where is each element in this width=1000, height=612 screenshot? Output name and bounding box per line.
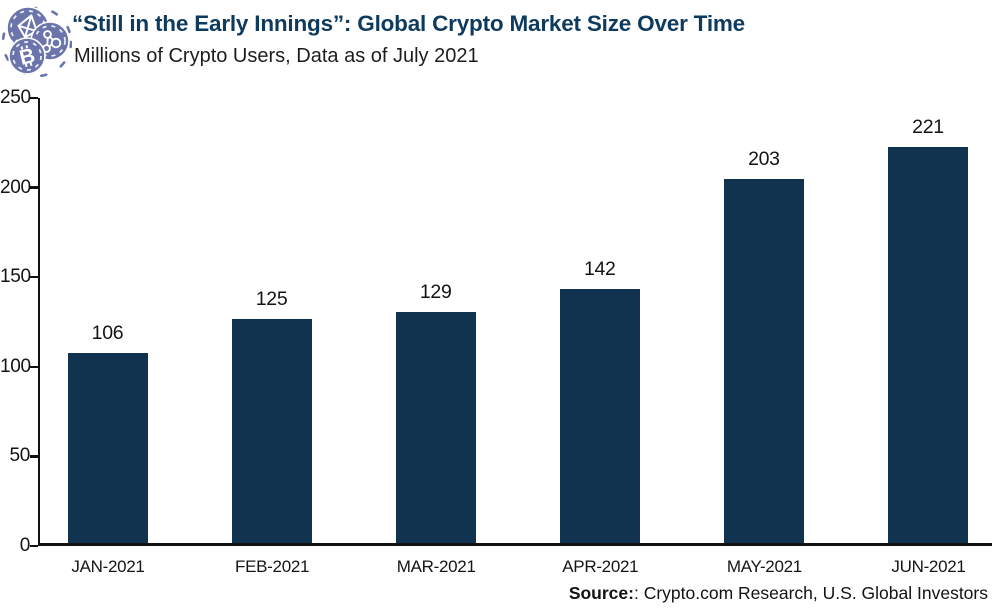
bitcoin-icon: B — [17, 44, 37, 70]
plot-area: 106 125 129 142 203 221 — [38, 98, 992, 546]
y-tick-label: 50 — [9, 445, 30, 467]
bar: 106 — [67, 322, 148, 543]
logo-btc-coin: B — [8, 37, 46, 75]
bar-value-label: 221 — [912, 115, 944, 138]
x-category-label: FEB-2021 — [235, 557, 310, 576]
source-label: Source: — [568, 583, 634, 603]
y-tick-label: 150 — [0, 266, 31, 288]
x-category-label: MAY-2021 — [726, 557, 802, 576]
bar: 203 — [723, 148, 804, 543]
molecule-icon — [42, 30, 62, 53]
y-tick-mark — [30, 455, 38, 458]
x-category-label: MAR-2021 — [396, 557, 476, 576]
bar-value-label: 142 — [583, 257, 616, 280]
bar: 221 — [888, 116, 968, 543]
y-tick-label: 200 — [0, 176, 31, 198]
chart-title: “Still in the Early Innings”: Global Cry… — [72, 11, 745, 36]
bar: 125 — [231, 288, 312, 543]
bar: 142 — [559, 258, 640, 543]
x-category-label: JAN-2021 — [71, 557, 145, 576]
y-tick-mark — [30, 96, 38, 100]
x-category-label: APR-2021 — [562, 557, 639, 576]
logo-dash-ring — [2, 6, 72, 78]
y-tick-label: 100 — [0, 355, 31, 377]
chart-subtitle: Millions of Crypto Users, Data as of Jul… — [74, 45, 479, 67]
x-category-label: JUN-2021 — [891, 557, 966, 576]
source-note: Source:: Crypto.com Research, U.S. Globa… — [569, 583, 988, 604]
bar-value-label: 106 — [91, 322, 124, 345]
bar-value-label: 125 — [255, 288, 288, 310]
y-tick-mark — [30, 275, 38, 279]
y-tick-label: 250 — [0, 87, 31, 108]
svg-text:B: B — [17, 44, 37, 70]
bar-value-label: 129 — [419, 280, 452, 303]
bar: 129 — [395, 281, 476, 543]
y-tick-mark — [30, 365, 38, 369]
crypto-coins-logo-icon: B — [2, 6, 72, 78]
bar-value-label: 203 — [748, 148, 780, 171]
y-tick-mark — [30, 186, 38, 189]
y-tick-label: 0 — [19, 535, 31, 556]
y-tick-mark — [30, 544, 38, 548]
source-text: : Crypto.com Research, U.S. Global Inves… — [633, 583, 988, 603]
